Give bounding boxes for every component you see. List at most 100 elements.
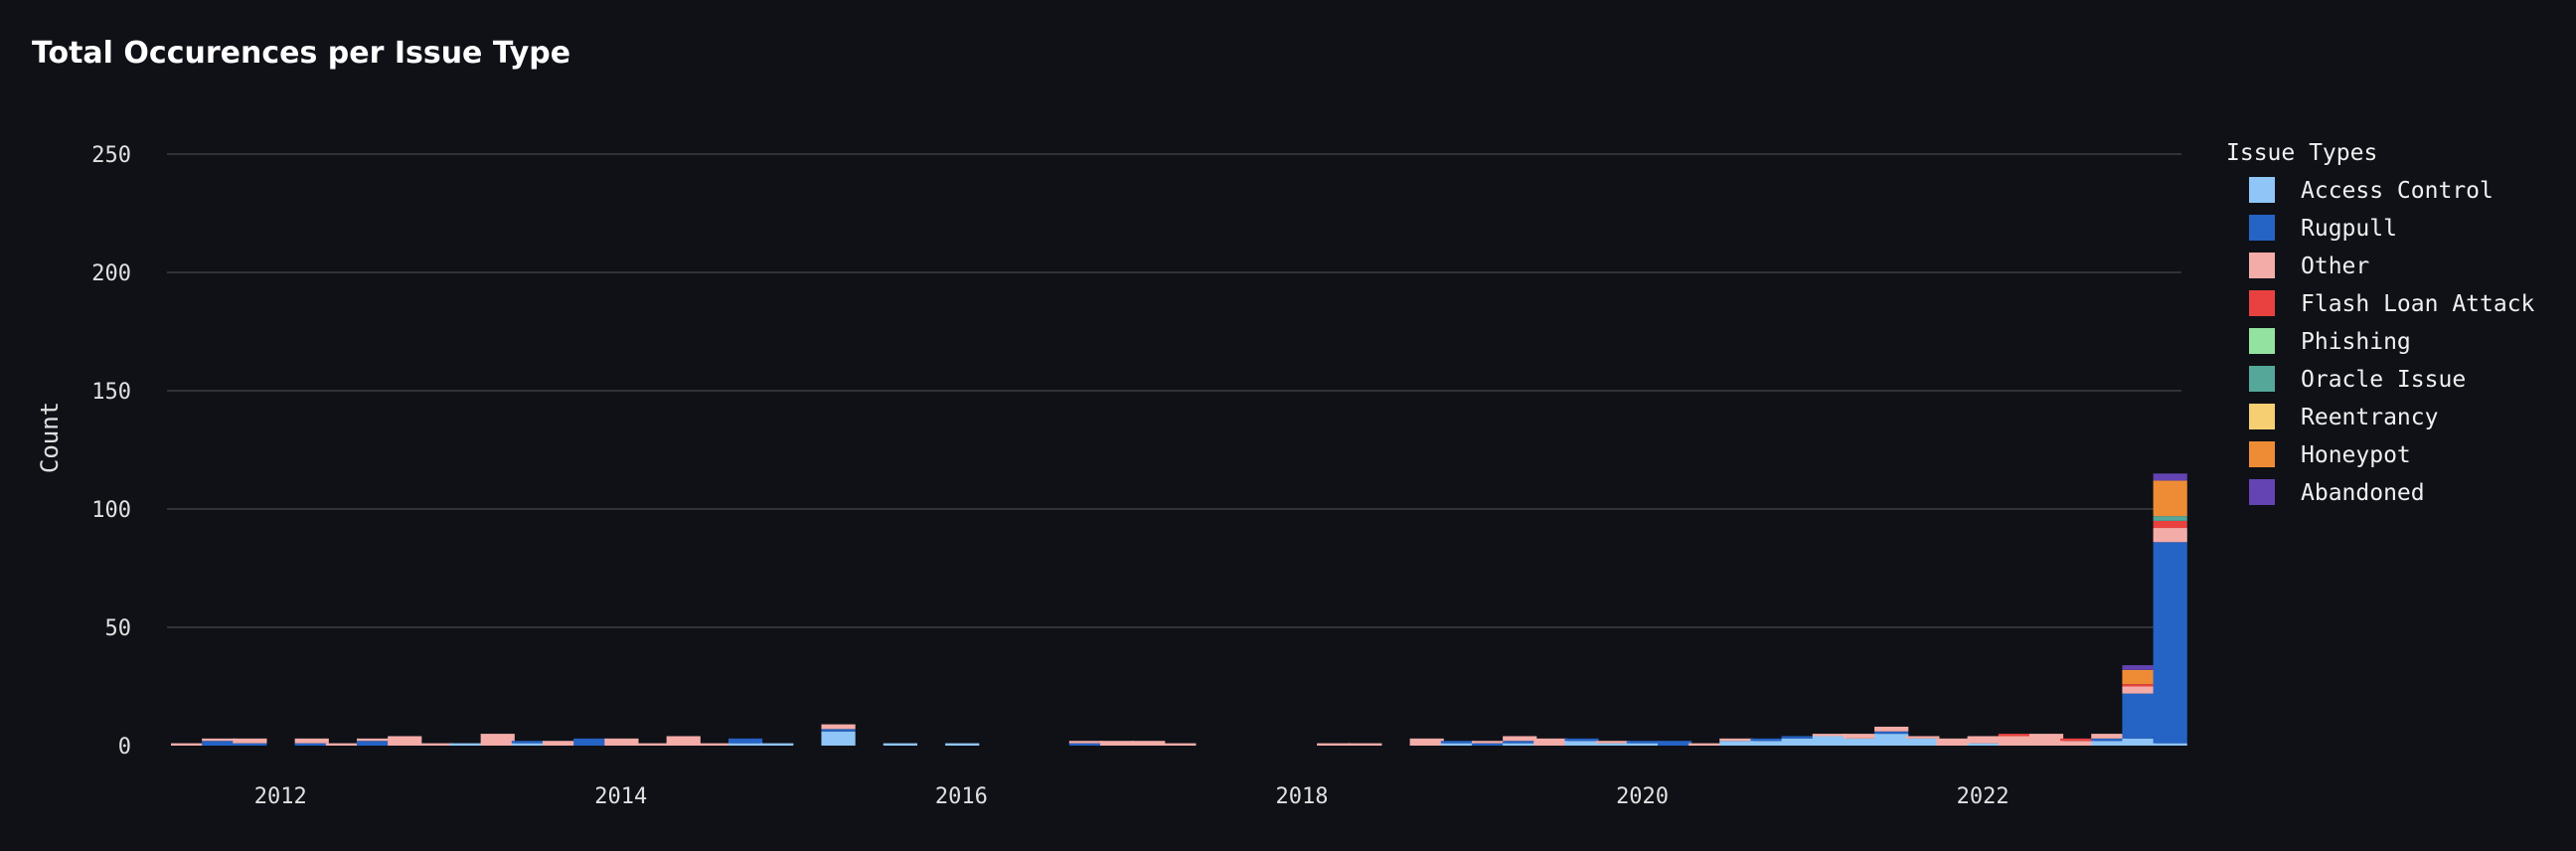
- x-tick-label-2022: 2022: [1957, 784, 2010, 809]
- bar-2021-08-rugpull: [1440, 741, 1475, 744]
- bar-2025-05-access-control: [1905, 738, 1940, 746]
- bar-2015-02-other: [635, 743, 670, 746]
- bar-2026-08-other: [2060, 741, 2095, 746]
- bar-2012-05-rugpull: [294, 743, 329, 746]
- legend: Issue Types Access Control Rugpull Other Fl…: [2226, 140, 2535, 506]
- legend-label-flash-loan-attack: Flash Loan Attack: [2301, 291, 2535, 317]
- bar-2027-02-other: [2122, 686, 2157, 694]
- bar-2020-11-other: [1348, 743, 1382, 746]
- bar-2026-11-other: [2091, 734, 2126, 739]
- bar-2014-02-rugpull: [511, 741, 547, 744]
- bar-2022-02-other: [1503, 736, 1537, 742]
- bar-2018-08-other: [1068, 741, 1103, 744]
- bar-2014-02-access-control: [511, 743, 547, 746]
- bar-2016-02-access-control: [759, 743, 794, 746]
- legend-swatch-abandoned: [2249, 479, 2275, 505]
- bar-2025-02-access-control: [1874, 734, 1909, 746]
- bar-2026-02-other: [1998, 736, 2032, 746]
- bar-2024-11-other: [1843, 734, 1878, 739]
- bar-2016-08-access-control: [821, 731, 856, 746]
- bar-2012-11-rugpull: [356, 741, 392, 746]
- bar-2022-02-rugpull: [1503, 741, 1537, 744]
- bar-2023-02-rugpull: [1626, 741, 1661, 744]
- bar-2012-05-other: [294, 738, 329, 744]
- bar-2023-05-rugpull: [1657, 741, 1692, 746]
- legend-swatch-other: [2249, 253, 2275, 278]
- bar-2014-08-rugpull: [573, 738, 608, 746]
- bar-2011-11-other: [233, 738, 267, 744]
- bar-2027-05-other: [2153, 528, 2187, 543]
- bar-2020-08-other: [1317, 743, 1352, 746]
- bar-2023-11-access-control: [1719, 741, 1754, 746]
- y-tick-label-200: 200: [91, 261, 131, 286]
- bar-2026-11-rugpull: [2091, 738, 2126, 742]
- legend-swatch-honeypot: [2249, 441, 2275, 467]
- bar-2022-11-other: [1595, 741, 1630, 744]
- y-tick-label-250: 250: [91, 143, 131, 168]
- legend-label-access-control: Access Control: [2301, 178, 2494, 204]
- legend-label-reentrancy: Reentrancy: [2301, 405, 2438, 430]
- bar-2015-11-access-control: [727, 743, 763, 746]
- bar-2017-08-access-control: [945, 743, 980, 746]
- bar-2018-11-other: [1099, 741, 1135, 746]
- y-tick-labels: 0 50 100 150 200 250: [91, 143, 131, 760]
- legend-label-honeypot: Honeypot: [2301, 442, 2411, 468]
- bar-2019-05-other: [1162, 743, 1197, 746]
- bar-2015-05-other: [666, 736, 701, 746]
- bar-2022-05-other: [1533, 738, 1568, 746]
- chart-title: Total Occurences per Issue Type: [32, 36, 571, 71]
- bar-2011-11-rugpull: [233, 743, 267, 746]
- y-tick-label-0: 0: [118, 735, 131, 760]
- x-tick-label-2016: 2016: [935, 784, 988, 809]
- x-tick-label-2018: 2018: [1275, 784, 1328, 809]
- bar-2015-11-rugpull: [727, 738, 763, 744]
- bar-2022-08-access-control: [1564, 741, 1599, 746]
- bar-2011-08-rugpull: [202, 741, 237, 746]
- bar-2016-08-rugpull: [821, 729, 856, 732]
- bar-2027-05-abandoned: [2153, 473, 2187, 481]
- bars: [171, 473, 2187, 746]
- bar-2022-08-rugpull: [1564, 738, 1599, 742]
- bar-2019-02-other: [1131, 741, 1166, 746]
- bar-2027-05-flash-loan-attack: [2153, 520, 2187, 529]
- legend-label-phishing: Phishing: [2301, 329, 2411, 355]
- bar-2026-08-flash-loan-attack: [2060, 738, 2095, 742]
- bar-2026-11-access-control: [2091, 741, 2126, 746]
- bar-2027-05-oracle-issue: [2153, 516, 2187, 521]
- bar-2024-05-rugpull: [1781, 736, 1816, 739]
- bar-2015-08-other: [697, 743, 732, 746]
- bar-2012-11-other: [356, 738, 392, 742]
- bar-2024-02-access-control: [1750, 741, 1785, 746]
- bar-2025-11-other: [1967, 736, 2002, 744]
- bar-2022-02-access-control: [1503, 743, 1537, 746]
- bar-2021-08-access-control: [1440, 743, 1475, 746]
- legend-swatch-access-control: [2249, 177, 2275, 203]
- y-axis-title: Count: [36, 402, 64, 473]
- bar-2011-08-other: [202, 738, 237, 742]
- bar-2013-05-other: [418, 743, 453, 746]
- legend-swatch-flash-loan-attack: [2249, 290, 2275, 316]
- bar-2027-02-abandoned: [2122, 665, 2157, 670]
- y-tick-label-50: 50: [105, 616, 132, 641]
- bar-2023-08-other: [1689, 743, 1723, 746]
- bar-2013-08-access-control: [449, 743, 484, 746]
- legend-swatch-reentrancy: [2249, 404, 2275, 429]
- bar-2025-02-rugpull: [1874, 731, 1909, 735]
- legend-title: Issue Types: [2226, 140, 2377, 166]
- bar-2027-02-flash-loan-attack: [2122, 684, 2157, 687]
- bar-2021-05-other: [1409, 738, 1444, 746]
- bar-2027-02-rugpull: [2122, 693, 2157, 739]
- bar-2027-05-access-control: [2153, 743, 2187, 746]
- bar-2027-05-rugpull: [2153, 542, 2187, 744]
- bar-2014-05-other: [542, 741, 577, 746]
- bar-2011-05-other: [171, 743, 206, 746]
- bar-2017-02-access-control: [883, 743, 917, 746]
- bar-2025-11-access-control: [1967, 743, 2002, 746]
- bar-2027-02-access-control: [2122, 738, 2157, 746]
- bar-2023-02-access-control: [1626, 743, 1661, 746]
- bar-2016-08-other: [821, 724, 856, 730]
- bar-2012-08-other: [325, 743, 361, 746]
- y-tick-label-150: 150: [91, 380, 131, 405]
- legend-swatch-phishing: [2249, 328, 2275, 354]
- bar-2024-11-access-control: [1843, 738, 1878, 746]
